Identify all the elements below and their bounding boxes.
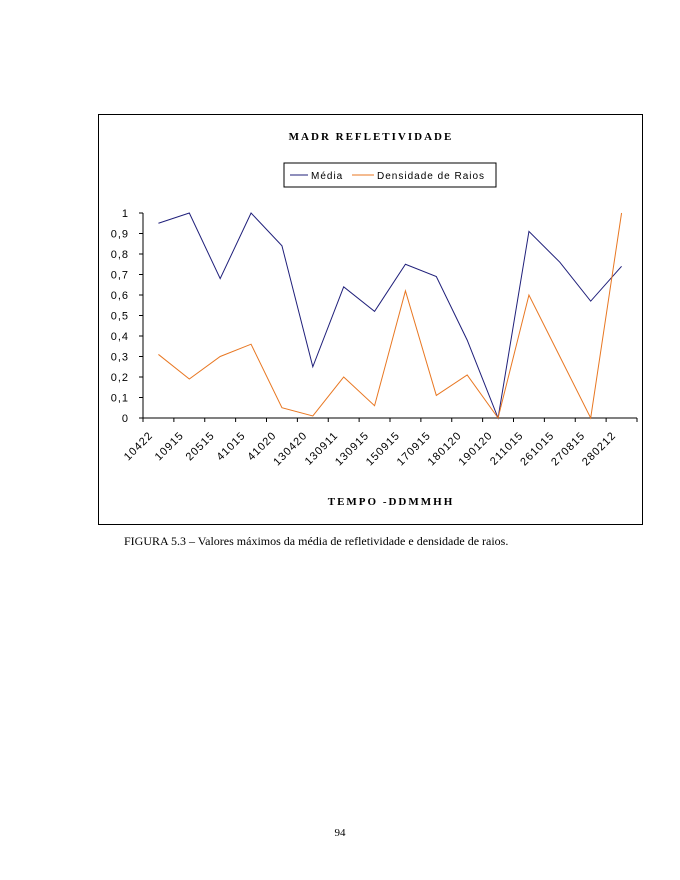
x-tick-label: 41015 — [215, 430, 249, 464]
x-tick-label: 190120 — [456, 430, 495, 469]
x-tick-label: 130420 — [271, 430, 310, 469]
legend-label-media: Média — [311, 171, 343, 182]
y-tick-label: 0,9 — [111, 229, 129, 241]
line-chart: MADR REFLETIVIDADE Média Densidade de Ra… — [111, 131, 638, 508]
y-tick-label: 0,8 — [111, 249, 129, 261]
x-tick-label: 20515 — [184, 430, 218, 464]
series-line-densidade — [158, 212, 623, 420]
y-tick-label: 0,1 — [111, 393, 129, 405]
y-tick-label: 0,7 — [111, 270, 129, 282]
y-tick-label: 0,4 — [111, 331, 129, 343]
chart-title: MADR REFLETIVIDADE — [289, 131, 454, 143]
y-tick-label: 1 — [122, 208, 129, 220]
legend: Média Densidade de Raios — [283, 162, 497, 188]
y-tick-label: 0,5 — [111, 311, 129, 323]
x-tick-label: 10422 — [122, 430, 156, 464]
y-tick-label: 0,3 — [111, 352, 129, 364]
plot-area: 00,10,20,30,40,50,60,70,80,9110422109152… — [111, 208, 638, 469]
chart-frame: MADR REFLETIVIDADE Média Densidade de Ra… — [98, 114, 643, 525]
x-axis-title: TEMPO -DDMMHH — [328, 496, 455, 508]
y-tick-label: 0,6 — [111, 290, 129, 302]
x-tick-label: 10915 — [153, 430, 187, 464]
x-tick-label: 280212 — [580, 430, 619, 469]
y-tick-label: 0,2 — [111, 372, 129, 384]
figure-caption: FIGURA 5.3 – Valores máximos da média de… — [124, 534, 509, 548]
legend-box — [283, 162, 497, 188]
series-line-media — [158, 212, 622, 420]
y-tick-label: 0 — [122, 413, 129, 425]
legend-label-densidade: Densidade de Raios — [377, 171, 485, 182]
page-number: 94 — [334, 827, 346, 839]
